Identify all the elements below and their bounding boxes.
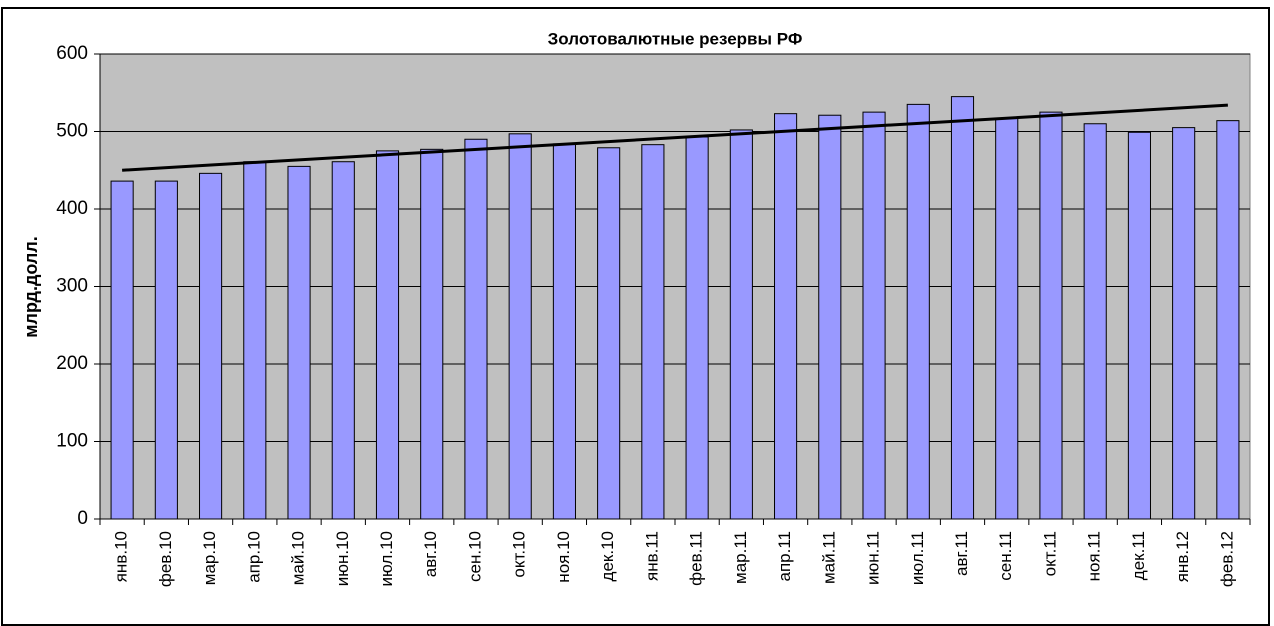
bar <box>464 138 488 520</box>
y-tick-label: 500 <box>56 121 88 142</box>
x-tick-label: апр.10 <box>244 531 263 583</box>
x-tick-label: ноя.11 <box>1085 531 1104 581</box>
x-tick-label: авг.10 <box>421 531 440 577</box>
bar <box>331 161 355 520</box>
bar <box>1172 127 1196 520</box>
bar <box>1127 131 1151 520</box>
bar <box>641 144 665 520</box>
x-tick-label: дек.11 <box>1129 531 1148 580</box>
bar <box>1039 111 1063 520</box>
y-axis-label: млрд.долл. <box>21 236 41 338</box>
x-tick-label: янв.11 <box>642 531 661 581</box>
y-tick-label: 100 <box>56 431 88 452</box>
bar <box>199 172 223 520</box>
trendline <box>122 103 1228 172</box>
y-tick-label: 0 <box>77 508 88 529</box>
x-tick-label: сен.10 <box>465 531 484 582</box>
x-tick-label: фев.10 <box>156 531 175 587</box>
x-tick-label: авг.11 <box>952 531 971 576</box>
bar <box>110 180 134 520</box>
bar <box>375 150 400 520</box>
bar <box>508 133 532 520</box>
bar <box>154 180 178 520</box>
bar <box>950 96 975 520</box>
x-tick-label: ноя.10 <box>554 531 573 583</box>
x-tick-label: фев.11 <box>687 531 706 586</box>
x-tick-label: апр.11 <box>775 531 794 582</box>
bar <box>552 143 576 520</box>
bar <box>287 165 311 520</box>
bar <box>597 147 621 520</box>
y-tick-label: 400 <box>56 198 88 219</box>
bar <box>729 129 753 520</box>
bar <box>1083 123 1107 520</box>
x-tick-label: июл.10 <box>377 531 396 586</box>
x-tick-label: фев.12 <box>1217 531 1236 587</box>
x-tick-label: окт.10 <box>510 531 529 578</box>
x-tick-label: окт.11 <box>1040 531 1059 576</box>
x-tick-label: июл.11 <box>908 531 927 585</box>
x-tick-label: янв.10 <box>112 531 131 582</box>
x-tick-label: дек.10 <box>598 531 617 581</box>
bar <box>685 136 709 520</box>
y-tick-label: 300 <box>56 276 88 297</box>
bar <box>774 113 798 520</box>
bar <box>862 111 886 520</box>
x-tick-label: сен.11 <box>996 531 1015 581</box>
x-tick-label: июн.10 <box>333 531 352 586</box>
x-tick-label: янв.12 <box>1173 531 1192 582</box>
bar <box>420 148 444 520</box>
x-tick-label: май.10 <box>289 531 308 585</box>
x-tick-label: июн.11 <box>864 531 883 585</box>
y-tick-label: 600 <box>56 43 88 64</box>
bar <box>243 161 267 520</box>
x-tick-label: май.11 <box>819 531 838 584</box>
y-tick-label: 200 <box>56 353 88 374</box>
x-tick-label: мар.10 <box>200 531 219 585</box>
chart-title: Золотовалютные резервы РФ <box>548 29 803 48</box>
bar <box>1216 120 1240 520</box>
bar <box>995 117 1019 520</box>
bar <box>818 114 842 520</box>
bar <box>906 103 930 520</box>
x-tick-label: мар.11 <box>731 531 750 584</box>
